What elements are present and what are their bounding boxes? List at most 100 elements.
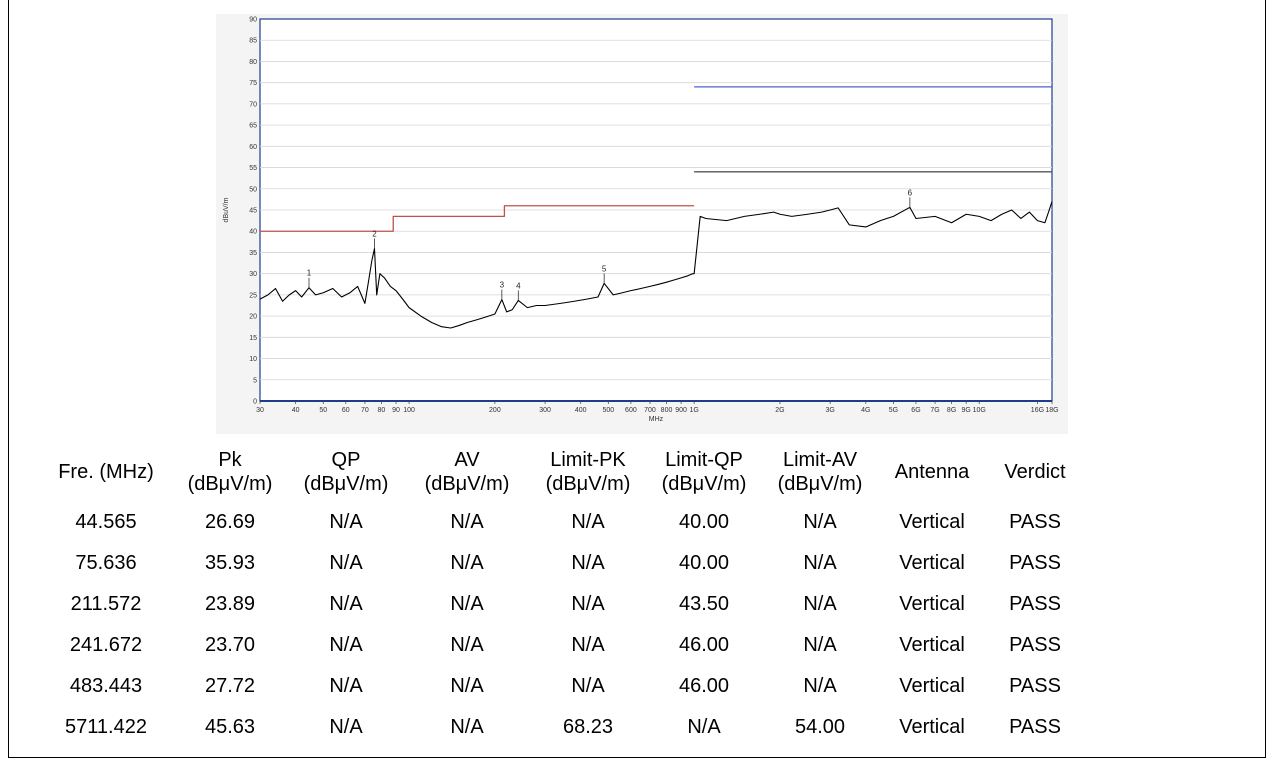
column-header: Limit-PK (dBμV/m) [530,442,646,502]
marker-label: 1 [307,269,312,278]
table-cell: 211.572 [70,593,142,615]
x-tick-label: 900 [675,407,687,414]
y-axis-label: dBuV/m [223,197,230,222]
table-cell: N/A [329,716,363,738]
table-cell: N/A [329,552,363,574]
table-cell: N/A [450,552,484,574]
table-cell: N/A [803,593,837,615]
x-tick-label: 800 [661,407,673,414]
y-tick-label: 40 [249,229,257,236]
x-tick-label: 50 [319,407,327,414]
table-cell: 43.50 [678,593,730,615]
table-cell: N/A [803,511,837,533]
table-cell: 54.00 [794,716,846,738]
y-tick-label: 25 [249,292,257,299]
table-cell: Vertical [899,675,965,697]
table-cell: N/A [803,552,837,574]
x-tick-labels: 30 40 50 60 70 80 90 100 200 300 400 500 600 700 800 90… [256,407,1059,414]
table-row: 75.636 35.93 N/A N/A N/A 40.00 N/A Vertical PASS [40,543,1084,584]
column-header: Fre. (MHz) [40,442,172,502]
y-tick-label: 35 [249,250,257,257]
table-cell: 483.443 [69,675,143,697]
results-table: Fre. (MHz) Pk (dBμV/m) QP (dBμV/m) AV (dBμV/m)… [40,442,1084,748]
table-row: 211.572 23.89 N/A N/A N/A 43.50 N/A Vertical PAS… [40,584,1084,625]
table-cell: N/A [329,675,363,697]
table-body: 44.565 26.69 N/A N/A N/A 40.00 N/A Vertical PASS… [40,502,1084,748]
x-tick-label: 18G [1045,407,1058,414]
table-cell: 40.00 [678,511,730,533]
report-frame [8,0,1266,758]
column-header: AV (dBμV/m) [404,442,530,502]
table-cell: N/A [450,716,484,738]
table-cell: PASS [1009,675,1061,697]
x-tick-label: 500 [602,407,614,414]
column-header-text: (dBμV/m) [303,473,389,495]
column-header-text: Fre. (MHz) [58,461,154,483]
table-cell: Vertical [899,552,965,574]
x-tick-label: 200 [489,407,501,414]
column-header-text: (dBμV/m) [545,473,631,495]
y-tick-label: 65 [249,123,257,130]
table-header-row: Fre. (MHz) Pk (dBμV/m) QP (dBμV/m) AV (dBμV/m)… [40,442,1084,502]
x-tick-label: 400 [575,407,587,414]
table-cell: Vertical [899,634,965,656]
table-cell: N/A [571,552,605,574]
measurement-trace [259,201,1053,329]
table-cell: PASS [1009,716,1061,738]
column-header-text: (dBμV/m) [424,473,510,495]
table-cell: Vertical [899,511,965,533]
column-header-text: Limit-PK [550,449,626,471]
column-header-text: Verdict [1004,461,1066,483]
x-tick-label: 4G [861,407,870,414]
table-cell: 23.70 [204,634,256,656]
x-tick-label: 90 [392,407,400,414]
table-cell: 45.63 [204,716,256,738]
table-cell: N/A [329,511,363,533]
y-tick-label: 70 [249,101,257,108]
x-tick-label: 9G [962,407,971,414]
table-cell: 75.636 [75,552,137,574]
column-header: Pk (dBμV/m) [172,442,288,502]
table-cell: N/A [571,593,605,615]
marker-label: 2 [372,229,377,238]
table-cell: 40.00 [678,552,730,574]
y-tick-label: 30 [249,271,257,278]
x-tick-label: 300 [539,407,551,414]
column-header-text: Pk [218,449,242,471]
table-cell: 26.69 [204,511,256,533]
marker-label: 3 [500,281,505,290]
x-tick-label: 100 [403,407,415,414]
column-header-text: AV [454,449,480,471]
y-tick-label: 75 [249,80,257,87]
table-cell: 46.00 [678,634,730,656]
x-tick-label: 70 [361,407,369,414]
marker-label: 6 [908,188,913,197]
y-tick-labels: 0 5 10 15 20 25 30 35 40 45 50 55 60 65 70 75 80 85 90 [249,17,257,406]
table-cell: PASS [1009,634,1061,656]
y-tick-label: 20 [249,314,257,321]
table-row: 44.565 26.69 N/A N/A N/A 40.00 N/A Vertical PASS [40,502,1084,543]
x-tick-label: 80 [378,407,386,414]
table-cell: 23.89 [204,593,256,615]
table-cell: Vertical [899,716,965,738]
x-tick-label: 3G [825,407,834,414]
emission-chart: 0 5 10 15 20 25 30 35 40 45 50 55 60 65 70 75 80 85 90 30 4… [216,14,1068,434]
table-cell: 44.565 [75,511,137,533]
x-tick-label: 700 [644,407,656,414]
table-cell: N/A [450,675,484,697]
y-tick-label: 0 [253,399,257,406]
peak-markers: 1 2 3 4 5 6 [307,188,913,301]
x-tick-label: 5G [889,407,898,414]
x-tick-label: 8G [947,407,956,414]
x-tick-label: 16G [1031,407,1044,414]
x-tick-label: 7G [930,407,939,414]
marker-label: 5 [602,264,607,273]
column-header-text: (dBμV/m) [661,473,747,495]
column-header: Verdict [986,442,1084,502]
y-tick-label: 15 [249,335,257,342]
marker-label: 4 [516,281,521,290]
table-cell: 27.72 [204,675,256,697]
y-tick-label: 55 [249,165,257,172]
table-cell: N/A [571,634,605,656]
